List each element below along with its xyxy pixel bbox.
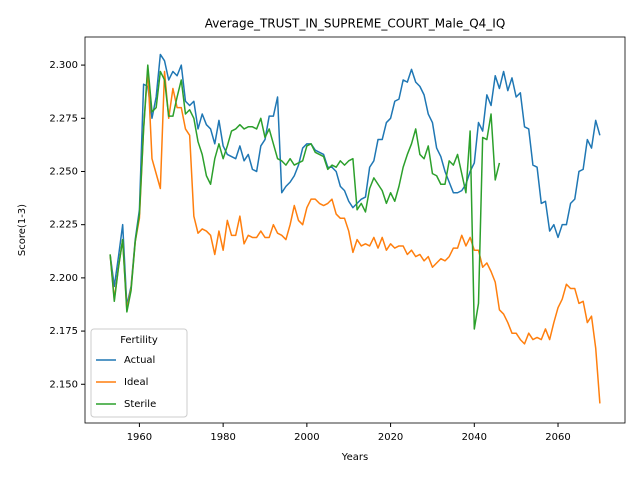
x-tick-label: 2040 <box>462 432 487 443</box>
legend-label: Actual <box>124 355 155 366</box>
legend-label: Ideal <box>124 377 148 388</box>
x-axis-label: Years <box>341 452 368 463</box>
x-tick-label: 2060 <box>545 432 570 443</box>
y-tick-label: 2.200 <box>49 273 78 284</box>
y-tick-label: 2.225 <box>49 220 78 231</box>
line-series <box>109 64 501 330</box>
y-tick-label: 2.175 <box>49 326 78 337</box>
x-tick-label: 2000 <box>294 432 319 443</box>
y-tick-label: 2.300 <box>49 60 78 71</box>
y-tick-label: 2.275 <box>49 113 78 124</box>
plot-frame <box>84 36 626 424</box>
chart-title: Average_TRUST_IN_SUPREME_COURT_Male_Q4_I… <box>205 17 506 31</box>
line-series <box>109 53 601 307</box>
legend-title: Fertility <box>120 335 158 346</box>
line-series <box>109 68 601 404</box>
x-tick-label: 1980 <box>210 432 235 443</box>
x-tick-label: 1960 <box>127 432 152 443</box>
y-tick-label: 2.150 <box>49 379 78 390</box>
y-tick-label: 2.250 <box>49 166 78 177</box>
y-axis-label: Score(1-3) <box>17 204 28 256</box>
legend-label: Sterile <box>124 399 156 410</box>
x-tick-label: 2020 <box>378 432 403 443</box>
legend-box <box>90 328 188 418</box>
